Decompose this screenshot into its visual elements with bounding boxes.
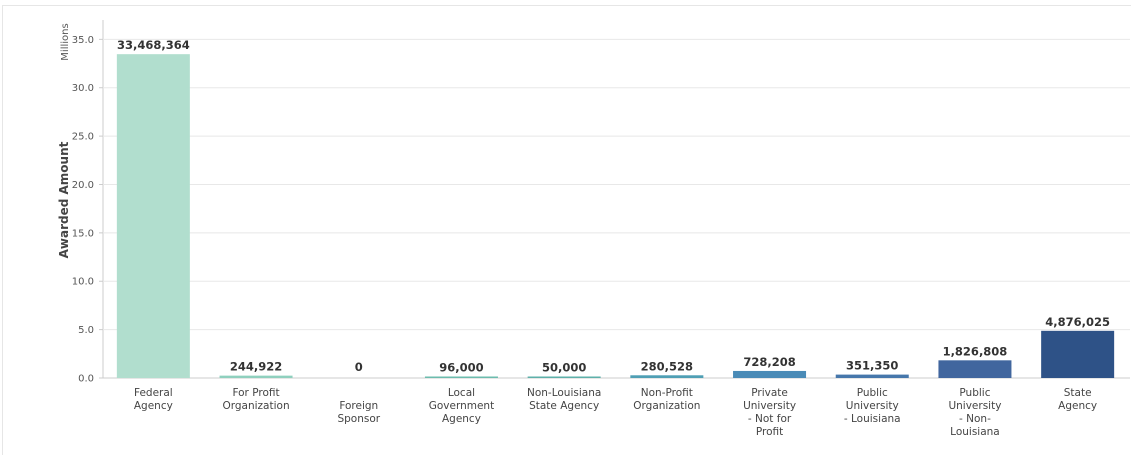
x-tick-label: Profit — [756, 426, 783, 438]
x-tick-label: Public — [857, 387, 888, 399]
x-tick-label: Louisiana — [950, 426, 1000, 438]
bar-value-label: 280,528 — [641, 359, 693, 373]
y-tick-label: 0.0 — [78, 374, 94, 385]
x-tick-label: State — [1064, 387, 1092, 399]
x-tick-label: Non-Profit — [641, 387, 693, 399]
bar[interactable] — [527, 376, 601, 379]
bar-value-label: 50,000 — [542, 361, 586, 375]
x-tick-label: Agency — [134, 400, 173, 412]
bar-value-label: 351,350 — [846, 359, 898, 373]
x-tick-label: University — [743, 400, 796, 412]
x-tick-label: - Louisiana — [844, 413, 901, 425]
x-tick-label: Local — [448, 387, 475, 399]
bar[interactable] — [424, 376, 498, 379]
x-tick-label: State Agency — [529, 400, 599, 412]
y-tick-label: 10.0 — [72, 277, 94, 288]
x-tick-label: Private — [751, 387, 788, 399]
x-tick-label: University — [948, 400, 1001, 412]
units-label: Millions — [60, 23, 71, 60]
bar[interactable] — [733, 370, 807, 378]
y-axis-title: Awarded Amount — [57, 141, 71, 258]
y-tick-label: 35.0 — [72, 35, 94, 46]
bar-value-label: 33,468,364 — [117, 38, 190, 52]
y-tick-label: 15.0 — [72, 228, 94, 239]
x-tick-label: - Non- — [959, 413, 991, 425]
x-tick-label: Public — [959, 387, 990, 399]
bar[interactable] — [835, 374, 909, 378]
x-tick-label: Non-Louisiana — [527, 387, 601, 399]
x-tick-label: Organization — [633, 400, 700, 412]
bar[interactable] — [938, 360, 1012, 378]
bar-value-label: 728,208 — [743, 355, 795, 369]
x-tick-label: Organization — [222, 400, 289, 412]
x-tick-label: University — [846, 400, 899, 412]
bar-value-label: 4,876,025 — [1045, 315, 1110, 329]
x-tick-label: Federal — [134, 387, 173, 399]
bar-value-label: 0 — [355, 360, 363, 374]
bar[interactable] — [219, 375, 293, 378]
x-tick-label: For Profit — [232, 387, 279, 399]
y-tick-label: 30.0 — [72, 83, 94, 94]
bar-value-label: 1,826,808 — [943, 344, 1008, 358]
x-tick-label: Agency — [1058, 400, 1097, 412]
bar-value-label: 244,922 — [230, 360, 282, 374]
bar-value-label: 96,000 — [439, 361, 483, 375]
y-tick-label: 5.0 — [78, 325, 94, 336]
x-tick-label: Government — [429, 400, 494, 412]
chart-frame — [2, 5, 1131, 455]
y-tick-label: 25.0 — [72, 132, 94, 143]
bar[interactable] — [1041, 330, 1115, 378]
x-tick-label: Foreign — [339, 400, 378, 412]
x-tick-label: - Not for — [748, 413, 792, 425]
x-tick-label: Agency — [442, 413, 481, 425]
bar[interactable] — [116, 54, 190, 379]
y-tick-label: 20.0 — [72, 180, 94, 191]
x-tick-label: Sponsor — [337, 413, 380, 425]
bar[interactable] — [630, 375, 704, 378]
